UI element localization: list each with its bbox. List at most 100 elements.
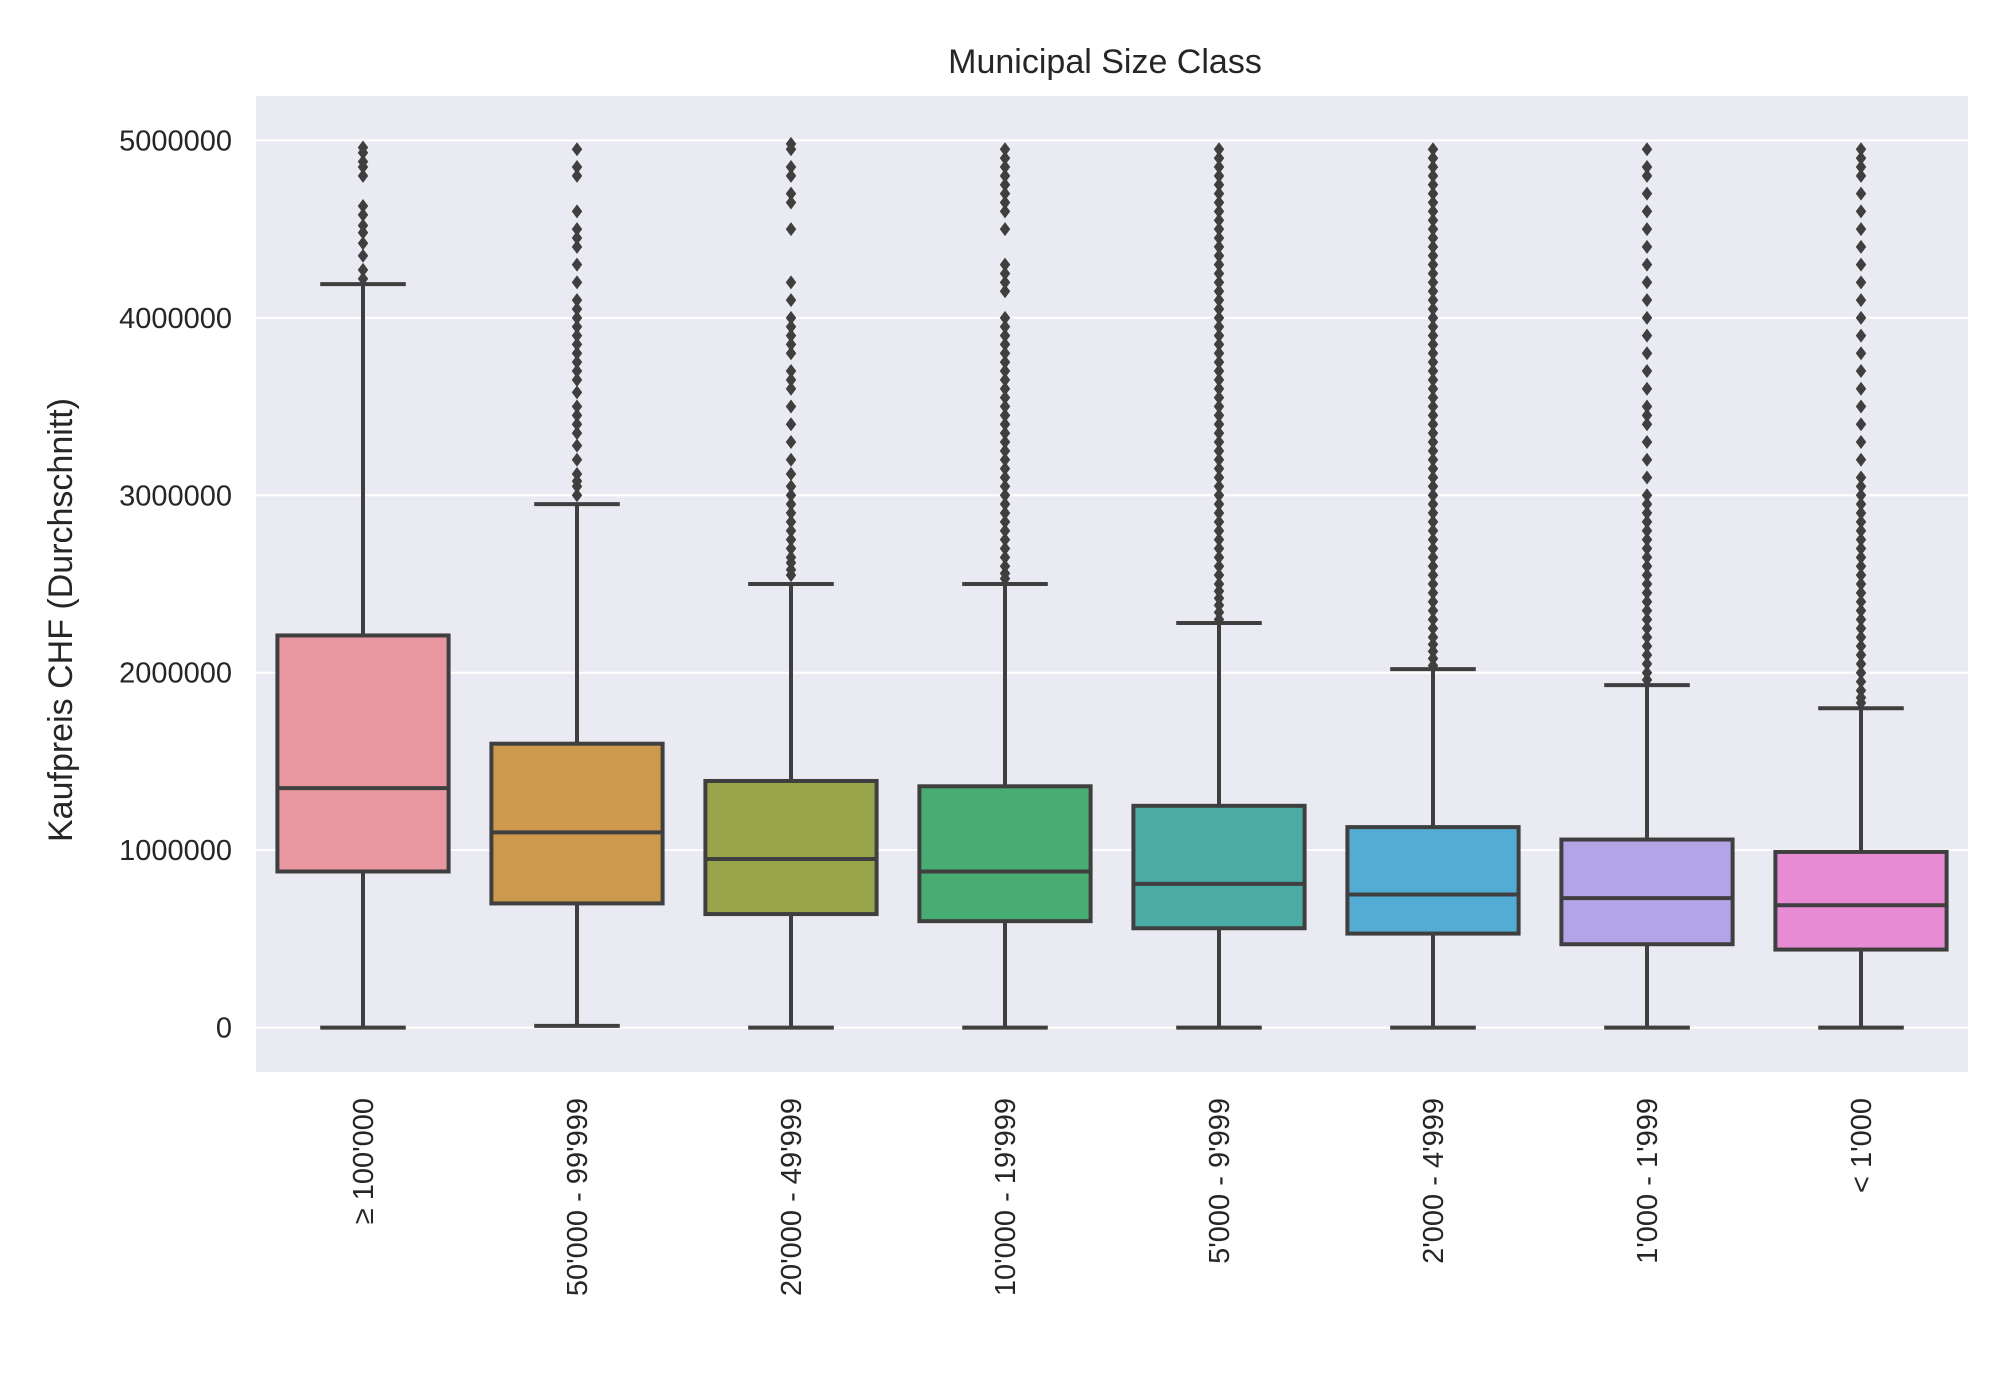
outlier-point xyxy=(1855,470,1867,485)
outlier-point xyxy=(1427,159,1439,174)
outlier-point xyxy=(1427,585,1439,600)
outlier-point xyxy=(1427,204,1439,219)
outlier-point xyxy=(571,159,583,174)
outlier-point xyxy=(1641,656,1653,671)
outlier-point xyxy=(785,328,797,343)
outlier-point xyxy=(1427,275,1439,290)
outlier-point xyxy=(1855,452,1867,467)
outlier-point xyxy=(1213,186,1225,201)
outlier-point xyxy=(571,337,583,352)
y-tick-label: 1000000 xyxy=(119,835,232,867)
outlier-point xyxy=(1427,284,1439,299)
outlier-point xyxy=(1213,257,1225,272)
outlier-point xyxy=(1855,204,1867,219)
box-group xyxy=(1131,142,1307,1030)
outlier-point xyxy=(1213,301,1225,316)
outlier-point xyxy=(1855,142,1867,157)
outlier-point xyxy=(1641,550,1653,565)
outlier-point xyxy=(1641,168,1653,183)
outlier-point xyxy=(1855,577,1867,591)
outlier-point xyxy=(999,257,1011,272)
outlier-point xyxy=(1427,390,1439,405)
outlier-point xyxy=(1427,630,1439,645)
outlier-point xyxy=(999,390,1011,405)
outlier-point xyxy=(1427,213,1439,228)
outlier-point xyxy=(571,257,583,272)
outlier-point xyxy=(999,566,1011,581)
outlier-point xyxy=(1213,506,1225,521)
outlier-point xyxy=(1213,584,1225,599)
outlier-point xyxy=(1213,470,1225,485)
outlier-point xyxy=(1213,417,1225,432)
outlier-point xyxy=(1427,239,1439,254)
outlier-point xyxy=(1855,656,1867,671)
outlier-point xyxy=(1213,408,1225,423)
outlier-point xyxy=(1641,470,1653,485)
outlier-point xyxy=(999,186,1011,201)
outlier-point xyxy=(357,248,369,263)
outlier-point xyxy=(1427,443,1439,458)
outlier-point xyxy=(999,266,1011,281)
outlier-point xyxy=(571,399,583,414)
outlier-point xyxy=(999,142,1011,157)
outlier-point xyxy=(1213,598,1225,613)
outlier-point xyxy=(1213,195,1225,210)
outlier-point xyxy=(357,262,369,277)
outlier-point xyxy=(785,186,797,201)
outlier-point xyxy=(1213,337,1225,352)
outlier-point xyxy=(1427,381,1439,396)
outlier-point xyxy=(1855,647,1867,662)
outlier-point xyxy=(785,372,797,387)
outlier-point xyxy=(1855,239,1867,254)
outlier-point xyxy=(999,195,1011,210)
outlier-point xyxy=(357,168,369,183)
outlier-point xyxy=(1213,248,1225,263)
outlier-point xyxy=(999,177,1011,192)
outlier-point xyxy=(1427,408,1439,423)
outlier-point xyxy=(1641,310,1653,325)
outlier-point xyxy=(571,438,583,453)
outlier-point xyxy=(1213,541,1225,556)
outlier-point xyxy=(785,506,797,521)
outlier-point xyxy=(1427,230,1439,245)
outlier-point xyxy=(1427,612,1439,627)
outlier-point xyxy=(571,275,583,290)
outlier-point xyxy=(357,154,369,169)
outlier-point xyxy=(1427,346,1439,361)
outlier-point xyxy=(785,195,797,210)
outlier-point xyxy=(1855,532,1867,547)
box xyxy=(1131,803,1307,931)
outlier-point xyxy=(1855,594,1867,609)
outlier-point xyxy=(785,479,797,494)
outlier-point xyxy=(1213,381,1225,396)
outlier-point xyxy=(571,301,583,316)
box-group xyxy=(489,142,665,1028)
outlier-point xyxy=(1855,151,1867,166)
outlier-point xyxy=(1427,506,1439,521)
outlier-point xyxy=(999,497,1011,512)
outlier-point xyxy=(785,346,797,361)
box xyxy=(1773,849,1949,952)
outlier-point xyxy=(1427,479,1439,494)
outlier-point xyxy=(999,559,1011,574)
x-tick-label: 10'000 - 19'999 xyxy=(990,1098,1022,1296)
outlier-point xyxy=(1427,523,1439,538)
outlier-point xyxy=(785,222,797,237)
outlier-point xyxy=(999,328,1011,343)
outlier-point xyxy=(571,372,583,387)
outlier-point xyxy=(999,346,1011,361)
box xyxy=(1345,825,1521,936)
outlier-point xyxy=(1427,435,1439,450)
outlier-point xyxy=(999,168,1011,183)
box-group xyxy=(1345,142,1521,1030)
box xyxy=(703,778,879,917)
outlier-point xyxy=(1641,417,1653,432)
outlier-point xyxy=(571,364,583,379)
y-axis-label: Kaufpreis CHF (Durchschnitt) xyxy=(42,398,80,842)
outlier-point xyxy=(1855,222,1867,237)
outlier-point xyxy=(785,541,797,556)
outlier-point xyxy=(999,523,1011,538)
outlier-point xyxy=(1427,651,1439,666)
outlier-point xyxy=(1213,151,1225,166)
box-group xyxy=(917,142,1093,1030)
